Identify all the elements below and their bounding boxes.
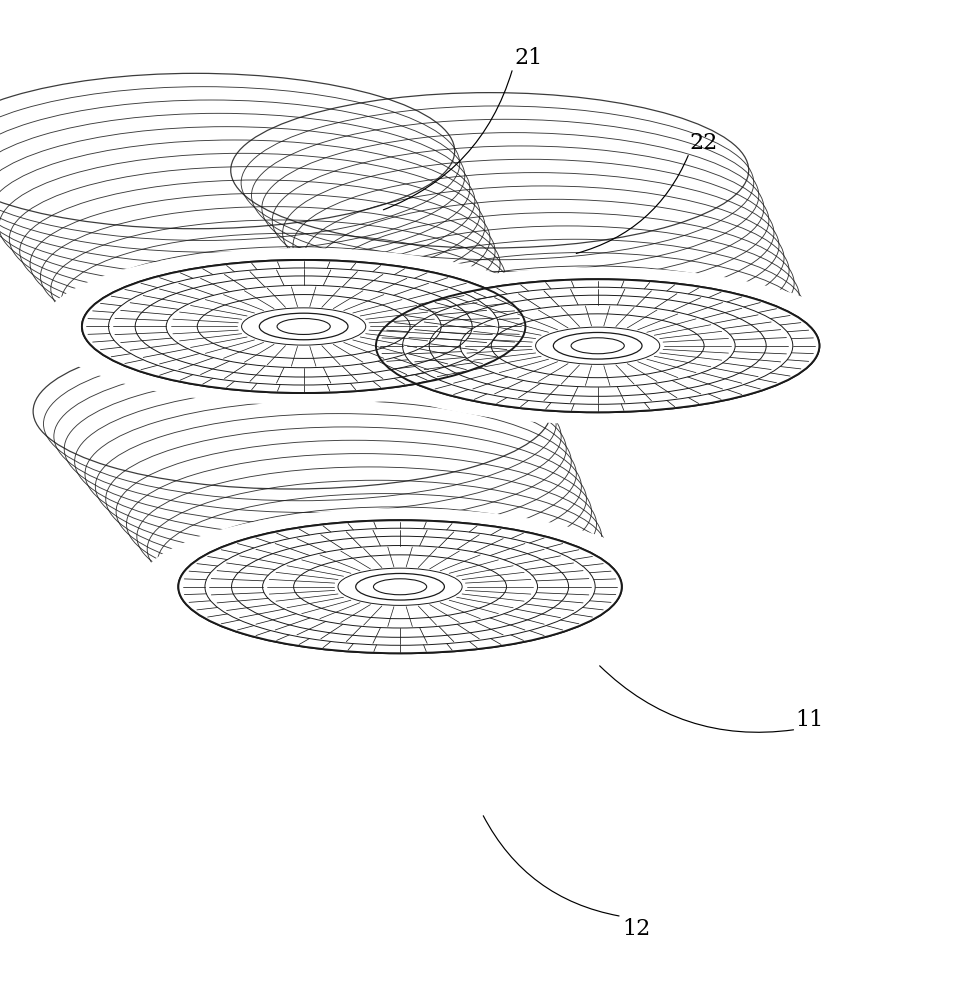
Ellipse shape xyxy=(42,248,565,405)
Text: 21: 21 xyxy=(514,47,543,69)
Ellipse shape xyxy=(336,267,859,424)
Ellipse shape xyxy=(356,573,444,600)
Ellipse shape xyxy=(82,260,525,393)
Ellipse shape xyxy=(571,338,625,354)
Ellipse shape xyxy=(376,279,819,412)
Ellipse shape xyxy=(277,318,331,334)
Text: 12: 12 xyxy=(622,918,651,940)
Text: 22: 22 xyxy=(689,132,718,154)
Ellipse shape xyxy=(373,579,427,595)
Ellipse shape xyxy=(259,313,348,340)
Text: 11: 11 xyxy=(795,709,824,731)
Ellipse shape xyxy=(178,520,622,653)
Ellipse shape xyxy=(553,332,642,359)
Ellipse shape xyxy=(139,508,661,665)
